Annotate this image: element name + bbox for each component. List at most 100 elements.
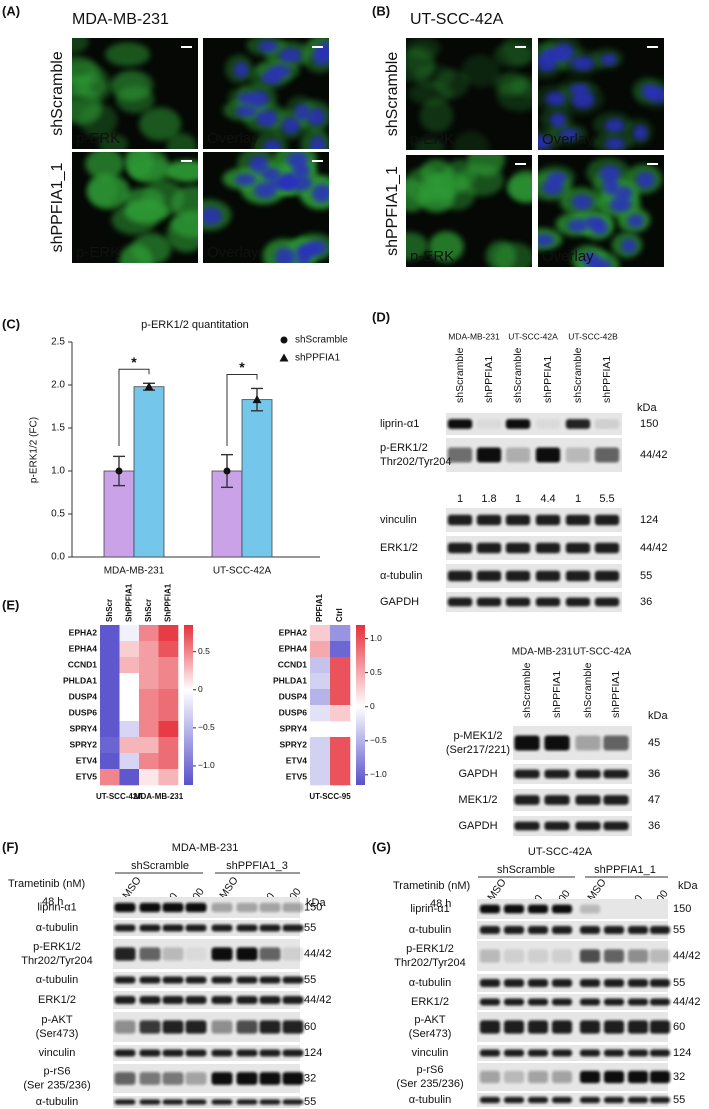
colorbar bbox=[184, 625, 193, 785]
blot-band bbox=[259, 1099, 281, 1105]
blot-row-label: p-AKT bbox=[414, 1014, 445, 1026]
blot-row-label: vinculin bbox=[412, 1047, 449, 1059]
heatmap-cell bbox=[158, 673, 179, 690]
channel-label: p-ERK bbox=[410, 248, 454, 265]
heatmap-cell bbox=[158, 689, 179, 706]
blot-band bbox=[282, 1072, 304, 1085]
blot-row-label: (Ser473) bbox=[409, 1028, 452, 1040]
blot-band bbox=[476, 597, 502, 607]
cell bbox=[418, 184, 455, 213]
colorbar-tick-label: 0 bbox=[198, 684, 203, 694]
blot-band bbox=[649, 1020, 671, 1034]
heatmap-cell bbox=[119, 657, 140, 674]
heatmap-cell bbox=[139, 641, 159, 658]
significance-bracket bbox=[118, 368, 150, 446]
blot-band bbox=[527, 1070, 549, 1084]
heatmap-cell bbox=[310, 705, 331, 722]
blot-band bbox=[627, 949, 649, 963]
heatmap-cell bbox=[139, 737, 159, 754]
nucleus bbox=[571, 91, 595, 109]
blot-band bbox=[236, 1099, 258, 1105]
treatment-label: Trametinib (nM) bbox=[393, 880, 470, 892]
group-label: shPPFIA1_3 bbox=[226, 860, 288, 872]
blot-band bbox=[114, 924, 136, 932]
blot-band bbox=[551, 979, 573, 987]
molecular-weight: 55 bbox=[673, 977, 685, 989]
molecular-weight: 44/42 bbox=[304, 994, 332, 1006]
blot-row-label: Thr202/Tyr204 bbox=[380, 456, 452, 468]
blot-row-label: liprin-α1 bbox=[37, 901, 76, 913]
blot-band bbox=[594, 570, 620, 582]
micrograph bbox=[203, 38, 329, 149]
heatmap-cell bbox=[158, 737, 179, 754]
molecular-weight: 44/42 bbox=[304, 948, 332, 960]
blot-row-label: ERK1/2 bbox=[38, 994, 76, 1006]
cell bbox=[165, 160, 198, 182]
cell-line: UT-SCC-42A bbox=[410, 11, 504, 28]
heatmap-cell bbox=[100, 641, 120, 658]
molecular-weight: 36 bbox=[648, 768, 660, 780]
micrograph bbox=[72, 152, 198, 263]
blot-band bbox=[139, 1020, 161, 1034]
group-label: shScramble bbox=[497, 864, 555, 876]
point bbox=[144, 382, 154, 391]
blot-band bbox=[476, 570, 502, 582]
blot-band bbox=[476, 447, 502, 463]
blot-band bbox=[259, 902, 281, 913]
blot-band bbox=[282, 1049, 304, 1057]
blot-row-label: α-tubulin bbox=[409, 977, 451, 989]
nucleus bbox=[310, 136, 326, 149]
blot-band bbox=[259, 1049, 281, 1057]
cell-line: MDA-MB-231 bbox=[512, 647, 573, 658]
heatmap-cell bbox=[100, 769, 120, 786]
heatmap-cell bbox=[330, 641, 351, 658]
blot-band bbox=[551, 926, 573, 934]
blot-band bbox=[447, 597, 473, 607]
heatmap-cell bbox=[119, 641, 140, 658]
x-tick-label: MDA-MB-231 bbox=[104, 566, 165, 577]
significance: * bbox=[239, 359, 245, 375]
blot-row-label: α-tubulin bbox=[36, 974, 78, 986]
blot-row-label: α-tubulin bbox=[409, 924, 451, 936]
molecular-weight: 60 bbox=[304, 1021, 316, 1033]
molecular-weight: 150 bbox=[673, 903, 691, 915]
blot-band bbox=[185, 996, 207, 1004]
nucleus bbox=[256, 109, 278, 127]
blot-band bbox=[594, 542, 620, 554]
blot-band bbox=[514, 795, 540, 805]
blot-band bbox=[594, 419, 620, 429]
cell bbox=[87, 174, 130, 210]
group-label: shPPFIA1_1 bbox=[594, 864, 656, 876]
nucleus bbox=[636, 171, 655, 189]
cell bbox=[419, 99, 454, 133]
nucleus bbox=[307, 108, 326, 126]
blot-band bbox=[649, 998, 671, 1006]
blot-band bbox=[594, 514, 620, 526]
blot-band bbox=[535, 597, 561, 607]
heatmap-cell bbox=[330, 705, 351, 722]
blot-band bbox=[505, 514, 531, 526]
nucleus bbox=[633, 125, 648, 141]
blot-band bbox=[505, 419, 531, 429]
blot-band bbox=[527, 949, 549, 963]
blot-band bbox=[479, 1020, 501, 1034]
blot-band bbox=[565, 514, 591, 526]
row-label: DUSP4 bbox=[279, 691, 308, 701]
blot-band bbox=[575, 795, 601, 805]
row-label: EPHA4 bbox=[69, 643, 98, 653]
blot-strip bbox=[446, 536, 622, 560]
blot-band bbox=[236, 902, 258, 913]
row-label: ETV4 bbox=[286, 755, 308, 765]
blot-strip bbox=[477, 974, 668, 992]
significance-bracket bbox=[226, 373, 258, 446]
blot-band bbox=[503, 949, 525, 963]
blot-band bbox=[479, 1096, 501, 1104]
column-label: PPFIA1 bbox=[315, 593, 324, 622]
blot-band bbox=[114, 947, 136, 961]
quantification: 1.8 bbox=[481, 493, 496, 505]
molecular-weight: 44/42 bbox=[640, 542, 668, 554]
blot-band bbox=[236, 947, 258, 961]
blot-band bbox=[236, 924, 258, 932]
nucleus bbox=[567, 218, 589, 232]
blot-band bbox=[236, 996, 258, 1004]
